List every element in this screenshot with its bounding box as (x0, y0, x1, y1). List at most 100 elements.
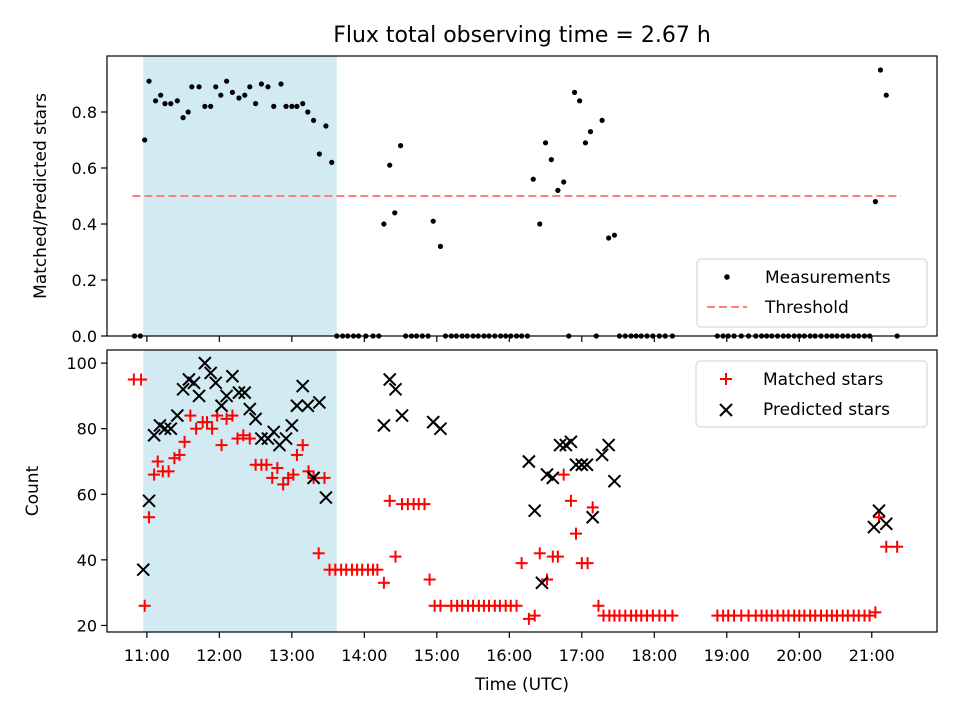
top-y-tick-label: 0.6 (72, 159, 97, 178)
matched-star-point (383, 494, 396, 507)
measurement-point (247, 84, 253, 90)
matched-star-point (551, 550, 564, 563)
predicted-star-point (248, 412, 263, 426)
measurement-point (213, 84, 219, 90)
matched-star-point (151, 455, 164, 468)
predicted-star-point (209, 376, 223, 390)
bot-y-tick-label: 60 (77, 485, 97, 504)
predicted-star-point (433, 421, 448, 436)
bot-y-tick-label: 40 (77, 551, 97, 570)
legend-threshold-label: Threshold (764, 298, 849, 318)
measurement-point (283, 103, 289, 109)
top-measurement-points (131, 67, 900, 339)
matched-star-point (226, 409, 239, 422)
matched-star-point (138, 599, 151, 612)
measurement-point (152, 98, 159, 104)
measurement-point (162, 101, 168, 107)
measurement-point (271, 103, 277, 109)
matched-star-point (162, 465, 175, 478)
predicted-star-point (601, 438, 616, 452)
bottom-x-axis: 11:00 12:00 13:00 14:00 15:00 16:00 17:00 18:00… (124, 632, 895, 665)
predicted-star-point (522, 454, 536, 469)
top-plot-frame (106, 55, 938, 337)
measurement-point (872, 199, 878, 205)
legend-measurements-label: Measurements (765, 268, 891, 288)
measurement-point (202, 103, 208, 109)
predicted-star-point (254, 431, 269, 446)
predicted-star-point (192, 389, 206, 403)
bottom-y-axis-label: Count (23, 465, 43, 516)
measurement-point (305, 109, 311, 115)
top-legend-box (696, 258, 928, 328)
measurement-point (146, 78, 152, 84)
predicted-star-point (595, 448, 609, 462)
top-y-tick-label: 0.2 (72, 271, 97, 290)
measurement-point (611, 232, 618, 238)
measurement-point (555, 187, 561, 193)
measurement-point (189, 84, 195, 90)
predicted-star-point (395, 408, 409, 423)
predicted-star-point (198, 356, 212, 370)
top-y-tick-label: 0.0 (72, 327, 97, 346)
measurement-point (242, 92, 248, 98)
bot-y-tick-label: 20 (77, 616, 97, 635)
predicted-star-point (546, 471, 560, 485)
measurement-point (229, 89, 236, 95)
predicted-star-point (312, 395, 327, 410)
predicted-star-point (535, 576, 549, 590)
predicted-star-point (232, 385, 246, 400)
x-tick-label: 15:00 (414, 646, 460, 665)
x-tick-label: 14:00 (341, 646, 387, 665)
matched-star-point (423, 573, 436, 586)
matched-star-point (533, 547, 546, 560)
matched-star-point (592, 599, 605, 612)
matched-star-point (586, 501, 599, 514)
matched-star-point (891, 540, 904, 553)
predicted-star-point (553, 438, 567, 452)
measurement-point (196, 84, 202, 90)
matched-star-point (371, 563, 384, 576)
x-tick-label: 16:00 (486, 646, 532, 665)
x-axis-label: Time (UTC) (474, 675, 569, 695)
measurement-point (582, 140, 589, 146)
measurement-point (168, 101, 174, 107)
matched-star-point (666, 609, 679, 622)
matched-star-point (564, 494, 577, 507)
matched-star-point (201, 416, 214, 429)
legend-measurement-marker (724, 274, 730, 280)
bottom-legend-box (695, 360, 928, 428)
bottom-legend: Matched stars Predicted stars (695, 360, 928, 428)
measurement-point (253, 101, 259, 107)
predicted-star-point (585, 510, 600, 524)
legend-matched-marker (720, 373, 732, 385)
measurement-point (329, 159, 335, 165)
predicted-star-point (377, 418, 391, 433)
predicted-star-point (285, 418, 299, 433)
x-tick-label: 13:00 (269, 646, 315, 665)
bot-y-tick-label: 80 (77, 420, 97, 439)
top-legend: Measurements Threshold (696, 258, 928, 328)
figure-title: Flux total observing time = 2.67 h (333, 23, 711, 48)
matched-star-point (510, 599, 523, 612)
matched-star-point (290, 448, 303, 461)
matched-star-point (296, 439, 309, 452)
legend-predicted-label: Predicted stars (763, 400, 890, 420)
matched-star-point (570, 527, 583, 540)
matched-star-point (389, 550, 402, 563)
measurement-point (278, 81, 284, 87)
measurement-point (877, 67, 884, 73)
measurement-point (323, 123, 329, 129)
measurement-point (142, 137, 148, 143)
predicted-star-point (872, 503, 886, 518)
predicted-star-point (187, 376, 201, 390)
predicted-star-point (580, 458, 594, 472)
predicted-star-point (176, 382, 190, 397)
predicted-star-point (290, 399, 304, 413)
measurement-point (571, 89, 578, 95)
measurement-point (530, 176, 536, 182)
measurement-point (218, 92, 224, 98)
matched-star-point (277, 478, 290, 491)
measurement-point (224, 78, 230, 84)
predicted-star-point (267, 425, 281, 439)
